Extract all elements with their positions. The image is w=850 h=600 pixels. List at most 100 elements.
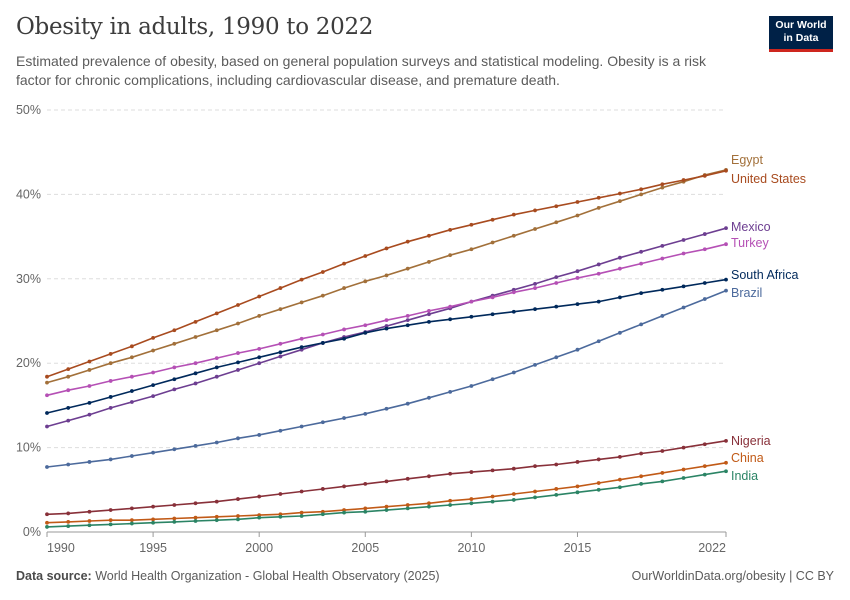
data-point[interactable] (427, 395, 431, 400)
data-point[interactable] (129, 400, 134, 404)
data-point[interactable] (618, 330, 622, 335)
data-point[interactable] (278, 350, 283, 355)
data-source-text[interactable]: World Health Organization - Global Healt… (95, 569, 440, 583)
series-label-india[interactable]: India (731, 469, 758, 483)
data-point[interactable] (427, 319, 431, 324)
data-point[interactable] (214, 311, 219, 316)
data-point[interactable] (278, 286, 283, 290)
data-point[interactable] (299, 336, 304, 341)
data-point[interactable] (193, 335, 198, 339)
series-label-south-africa[interactable]: South Africa (731, 268, 798, 282)
data-point[interactable] (660, 479, 665, 484)
series-line[interactable] (46, 462, 727, 524)
data-point[interactable] (66, 524, 71, 528)
data-point[interactable] (236, 351, 240, 355)
data-point[interactable] (554, 220, 559, 225)
data-point[interactable] (278, 514, 283, 519)
data-point[interactable] (405, 506, 410, 511)
data-point[interactable] (511, 466, 516, 471)
data-point[interactable] (448, 317, 453, 322)
data-point[interactable] (427, 312, 431, 317)
data-point[interactable] (151, 348, 155, 353)
data-point[interactable] (236, 368, 240, 372)
data-point[interactable] (257, 346, 262, 351)
data-point[interactable] (320, 512, 325, 517)
data-point[interactable] (278, 341, 283, 346)
data-point[interactable] (702, 173, 707, 178)
data-point[interactable] (363, 509, 368, 514)
data-point[interactable] (384, 246, 389, 251)
data-point[interactable] (511, 498, 516, 502)
data-point[interactable] (511, 233, 516, 238)
data-point[interactable] (660, 314, 665, 318)
data-point[interactable] (45, 424, 49, 429)
data-point[interactable] (448, 503, 453, 507)
data-point[interactable] (87, 412, 92, 417)
data-point[interactable] (257, 494, 262, 499)
data-point[interactable] (427, 260, 431, 264)
data-point[interactable] (639, 187, 644, 192)
data-point[interactable] (618, 485, 622, 490)
data-point[interactable] (45, 411, 49, 415)
data-point[interactable] (129, 355, 134, 360)
data-point[interactable] (554, 275, 559, 280)
data-point[interactable] (129, 374, 134, 379)
data-point[interactable] (490, 295, 495, 300)
data-point[interactable] (193, 371, 198, 376)
data-point[interactable] (575, 347, 580, 352)
data-point[interactable] (427, 233, 431, 238)
series-label-united-states[interactable]: United States (731, 172, 806, 186)
owid-logo[interactable]: Our World in Data (769, 16, 833, 52)
data-point[interactable] (363, 254, 368, 258)
data-point[interactable] (533, 362, 537, 367)
data-point[interactable] (214, 440, 219, 445)
data-point[interactable] (405, 239, 410, 244)
series-egypt[interactable] (45, 168, 728, 385)
data-point[interactable] (87, 359, 92, 364)
data-point[interactable] (405, 266, 410, 271)
data-point[interactable] (151, 383, 155, 388)
data-point[interactable] (724, 168, 728, 173)
data-point[interactable] (384, 479, 389, 484)
data-point[interactable] (236, 517, 240, 522)
data-point[interactable] (681, 445, 686, 450)
data-point[interactable] (299, 510, 304, 515)
data-point[interactable] (108, 508, 113, 512)
data-point[interactable] (511, 492, 516, 496)
series-label-brazil[interactable]: Brazil (731, 286, 762, 300)
data-point[interactable] (66, 462, 71, 467)
data-point[interactable] (257, 515, 262, 520)
data-point[interactable] (384, 326, 389, 331)
data-point[interactable] (108, 361, 113, 366)
data-point[interactable] (660, 243, 665, 248)
data-point[interactable] (618, 295, 622, 300)
data-point[interactable] (639, 192, 644, 197)
data-point[interactable] (596, 457, 601, 462)
series-india[interactable] (45, 469, 728, 529)
data-point[interactable] (172, 447, 177, 452)
data-point[interactable] (129, 506, 134, 511)
data-point[interactable] (66, 406, 71, 410)
data-point[interactable] (724, 242, 728, 247)
data-point[interactable] (575, 213, 580, 218)
data-point[interactable] (342, 484, 346, 489)
data-point[interactable] (681, 238, 686, 242)
data-point[interactable] (214, 518, 219, 523)
data-point[interactable] (151, 394, 155, 399)
data-point[interactable] (193, 515, 198, 520)
data-point[interactable] (363, 330, 368, 335)
data-point[interactable] (342, 416, 346, 420)
data-point[interactable] (618, 477, 622, 482)
data-point[interactable] (554, 355, 559, 360)
data-point[interactable] (87, 519, 92, 523)
data-point[interactable] (575, 200, 580, 204)
data-point[interactable] (363, 411, 368, 416)
data-point[interactable] (257, 294, 262, 299)
data-point[interactable] (151, 450, 155, 455)
data-point[interactable] (129, 518, 134, 523)
data-point[interactable] (66, 418, 71, 423)
data-point[interactable] (724, 460, 728, 465)
data-point[interactable] (214, 356, 219, 361)
data-point[interactable] (193, 501, 198, 506)
data-point[interactable] (299, 300, 304, 305)
